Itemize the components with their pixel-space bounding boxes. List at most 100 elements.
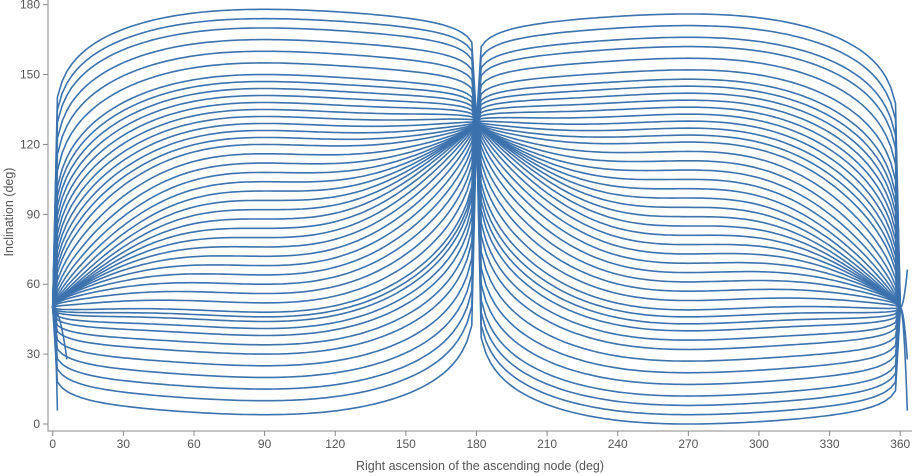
trajectory-left bbox=[51, 50, 478, 309]
trajectory-right bbox=[475, 120, 901, 309]
trajectory-stub bbox=[51, 306, 59, 411]
trajectory-right bbox=[475, 120, 901, 386]
trajectory-right bbox=[475, 24, 901, 305]
trajectory-left bbox=[51, 120, 478, 309]
trajectory-left bbox=[51, 120, 478, 309]
trajectory-right bbox=[475, 120, 901, 309]
trajectory-curves bbox=[51, 8, 909, 425]
trajectory-right bbox=[475, 78, 901, 309]
trajectory-right bbox=[475, 120, 901, 325]
trajectory-left bbox=[51, 120, 478, 309]
x-tick-label: 90 bbox=[258, 437, 272, 451]
y-tick-label: 30 bbox=[27, 347, 41, 361]
trajectory-right bbox=[475, 120, 901, 332]
trajectory-right bbox=[475, 120, 901, 309]
y-tick-label: 60 bbox=[27, 277, 41, 291]
trajectory-right bbox=[475, 120, 901, 309]
trajectory-right bbox=[475, 106, 901, 309]
trajectory-right bbox=[475, 120, 901, 309]
trajectory-right bbox=[475, 120, 901, 309]
trajectory-left bbox=[51, 120, 478, 309]
x-tick-label: 240 bbox=[608, 437, 628, 451]
trajectory-left bbox=[51, 120, 478, 309]
trajectory-left bbox=[51, 8, 478, 309]
trajectory-left bbox=[51, 120, 478, 309]
trajectory-right bbox=[475, 120, 901, 309]
trajectory-right bbox=[475, 120, 901, 309]
trajectory-left bbox=[51, 120, 478, 346]
trajectory-right bbox=[475, 120, 901, 309]
trajectory-left bbox=[51, 27, 478, 309]
trajectory-stub bbox=[51, 274, 59, 309]
trajectory-stub bbox=[899, 306, 909, 411]
trajectory-right bbox=[475, 120, 901, 309]
y-tick-label: 120 bbox=[20, 137, 40, 151]
trajectory-right bbox=[475, 69, 901, 309]
trajectory-right bbox=[475, 57, 901, 308]
trajectory-left bbox=[51, 73, 478, 309]
trajectory-right bbox=[475, 120, 901, 309]
trajectory-left bbox=[51, 120, 478, 318]
x-axis-ticks: 0 30 60 90 120 150 180 210 240 270 300 330 360 bbox=[49, 431, 911, 451]
x-tick-label: 120 bbox=[325, 437, 345, 451]
trajectory-right bbox=[475, 120, 901, 416]
trajectory-left bbox=[51, 120, 478, 309]
y-axis-ticks: 0 30 60 90 120 150 180 bbox=[20, 0, 48, 431]
y-tick-label: 150 bbox=[20, 68, 40, 82]
trajectory-left bbox=[51, 120, 478, 309]
trajectory-right bbox=[475, 120, 901, 309]
x-tick-label: 30 bbox=[117, 437, 131, 451]
trajectory-left bbox=[51, 62, 478, 309]
x-tick-label: 150 bbox=[396, 437, 416, 451]
trajectory-right bbox=[475, 120, 901, 318]
trajectory-left bbox=[51, 120, 478, 309]
trajectory-right bbox=[475, 120, 901, 311]
trajectory-left bbox=[51, 101, 478, 309]
x-tick-label: 360 bbox=[890, 437, 910, 451]
trajectory-right bbox=[475, 120, 901, 309]
trajectory-right bbox=[475, 113, 901, 309]
trajectory-left bbox=[51, 120, 478, 367]
trajectory-right bbox=[475, 120, 901, 351]
trajectory-right bbox=[475, 45, 901, 308]
x-tick-label: 330 bbox=[820, 437, 840, 451]
trajectory-left bbox=[51, 120, 478, 323]
trajectory-left bbox=[51, 120, 478, 309]
trajectory-right bbox=[475, 120, 901, 309]
trajectory-right bbox=[475, 120, 901, 309]
trajectory-left bbox=[51, 120, 478, 309]
trajectory-right bbox=[475, 13, 901, 303]
trajectory-right bbox=[475, 120, 901, 309]
trajectory-left bbox=[51, 122, 478, 390]
trajectory-right bbox=[475, 92, 901, 309]
trajectory-left bbox=[51, 120, 478, 337]
trajectory-left bbox=[51, 120, 478, 309]
trajectory-right bbox=[475, 99, 901, 309]
trajectory-left bbox=[51, 80, 478, 309]
trajectory-left bbox=[51, 120, 478, 309]
trajectory-left bbox=[51, 108, 478, 309]
trajectory-left bbox=[51, 17, 478, 309]
trajectory-stub bbox=[899, 269, 909, 309]
trajectory-left bbox=[51, 120, 478, 309]
trajectory-right bbox=[475, 120, 901, 362]
trajectory-stub bbox=[51, 306, 68, 360]
trajectory-left bbox=[51, 121, 478, 379]
trajectory-right bbox=[475, 120, 901, 397]
trajectory-left bbox=[51, 120, 478, 330]
trajectory-right bbox=[475, 120, 901, 425]
trajectory-left bbox=[51, 120, 478, 309]
trajectory-left bbox=[51, 120, 478, 309]
trajectory-left bbox=[51, 120, 478, 309]
trajectory-left bbox=[51, 125, 478, 416]
trajectory-right bbox=[475, 120, 901, 407]
trajectory-left bbox=[51, 120, 478, 355]
trajectory-left bbox=[51, 87, 478, 309]
trajectory-right bbox=[475, 120, 901, 309]
x-tick-label: 210 bbox=[537, 437, 557, 451]
trajectory-right bbox=[475, 36, 901, 307]
plot-frame bbox=[47, 0, 912, 432]
trajectory-left bbox=[51, 120, 478, 309]
trajectory-right bbox=[475, 120, 901, 341]
trajectory-right bbox=[475, 120, 901, 309]
